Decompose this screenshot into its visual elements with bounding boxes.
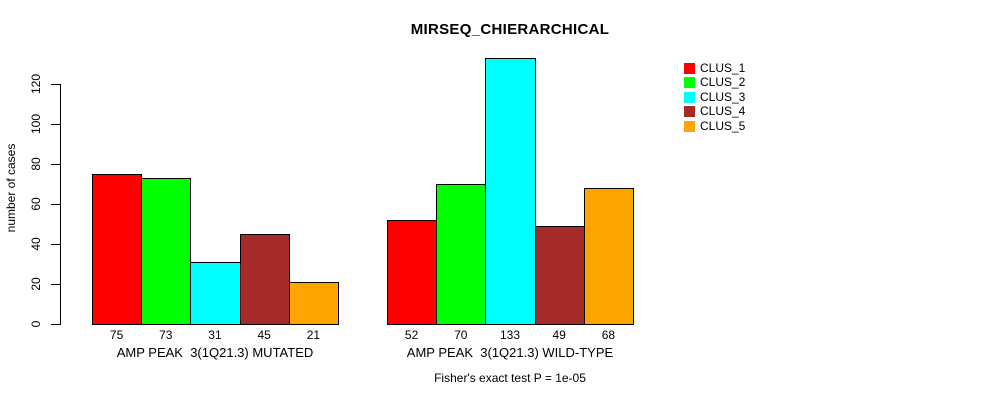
bar-clus_3-group1 <box>190 262 241 325</box>
annotation-pvalue: Fisher's exact test P = 1e-05 <box>434 371 586 385</box>
legend-label: CLUS_5 <box>700 118 746 133</box>
legend-label: CLUS_1 <box>700 60 746 75</box>
legend: CLUS_1 CLUS_2 CLUS_3 CLUS_4 CLUS_5 <box>684 61 745 134</box>
bar-clus_5-group2 <box>583 188 634 325</box>
y-axis-tick <box>51 244 60 245</box>
chart-title: MIRSEQ_CHIERARCHICAL <box>410 21 610 38</box>
legend-entry: CLUS_1 <box>684 61 745 76</box>
legend-entry: CLUS_3 <box>684 90 745 105</box>
legend-label: CLUS_3 <box>700 89 746 104</box>
x-group-label: AMP PEAK 3(1Q21.3) WILD-TYPE <box>406 345 614 360</box>
legend-swatch-clus_2 <box>684 77 695 89</box>
legend-swatch-clus_4 <box>684 106 695 118</box>
legend-entry: CLUS_5 <box>684 119 745 134</box>
y-axis-tick <box>51 124 60 125</box>
legend-label: CLUS_4 <box>700 104 746 119</box>
y-axis-title: number of cases <box>4 143 18 233</box>
bar-value-label: 21 <box>306 328 321 342</box>
bar-value-label: 133 <box>499 328 520 342</box>
bar-clus_4-group1 <box>239 234 290 325</box>
bar-value-label: 45 <box>257 328 271 342</box>
legend-swatch-clus_5 <box>684 120 695 132</box>
bar-clus_5-group1 <box>288 282 339 325</box>
bar-value-label: 31 <box>208 328 222 342</box>
y-tick-label: 0 <box>29 320 43 328</box>
bar-clus_2-group2 <box>436 184 487 325</box>
bar-clus_1-group1 <box>92 174 143 325</box>
legend-entry: CLUS_2 <box>684 76 745 91</box>
y-tick-label: 120 <box>29 73 43 95</box>
y-tick-label: 40 <box>29 237 43 251</box>
y-axis-tick <box>51 84 60 85</box>
bar-clus_2-group1 <box>141 178 192 325</box>
y-tick-label: 60 <box>29 197 43 211</box>
y-axis-line <box>60 84 61 325</box>
y-axis-tick <box>51 284 60 285</box>
y-tick-label: 20 <box>29 277 43 291</box>
y-axis-tick <box>51 164 60 165</box>
y-tick-label: 100 <box>29 113 43 135</box>
bar-value-label: 52 <box>404 328 419 342</box>
bar-clus_1-group2 <box>387 220 438 325</box>
bar-value-label: 49 <box>552 328 566 342</box>
legend-swatch-clus_1 <box>684 62 695 74</box>
bar-clus_4-group2 <box>534 226 585 325</box>
bar-value-label: 68 <box>601 328 616 342</box>
legend-label: CLUS_2 <box>700 75 746 90</box>
bar-value-label: 75 <box>109 328 124 342</box>
y-axis-tick <box>51 324 60 325</box>
legend-entry: CLUS_4 <box>684 105 745 120</box>
y-tick-label: 80 <box>29 157 43 171</box>
bar-value-label: 70 <box>454 328 468 342</box>
y-axis-tick <box>51 204 60 205</box>
x-group-label: AMP PEAK 3(1Q21.3) MUTATED <box>116 345 314 360</box>
legend-swatch-clus_3 <box>684 91 695 103</box>
bar-value-label: 73 <box>159 328 173 342</box>
bar-clus_3-group2 <box>485 58 536 325</box>
